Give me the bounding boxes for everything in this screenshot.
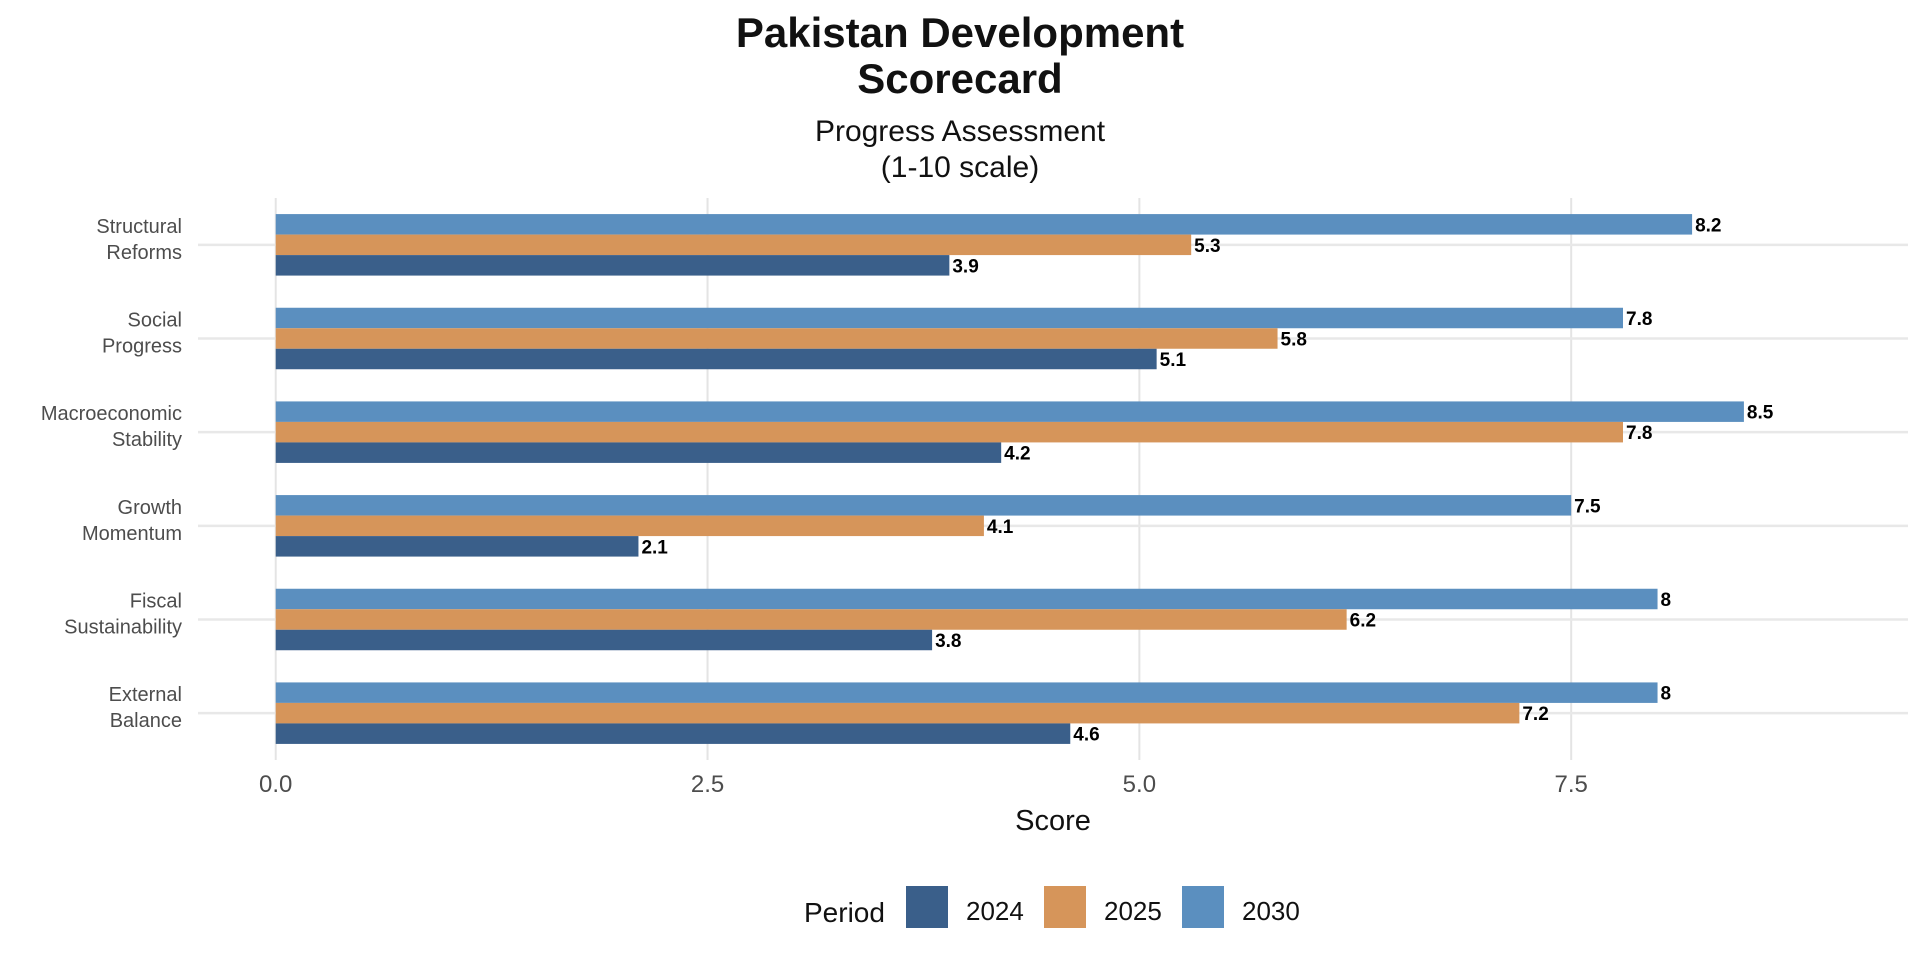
bar-2030-2 bbox=[275, 401, 1744, 422]
y-tick-label-4-0: Fiscal bbox=[130, 591, 182, 613]
y-tick-label-2-0: Macroeconomic bbox=[41, 403, 182, 425]
legend-key-2030 bbox=[1182, 886, 1224, 928]
grid-layer bbox=[198, 198, 1908, 760]
value-label-2025-1: 5.8 bbox=[1281, 330, 1307, 351]
value-label-2024-4: 3.8 bbox=[935, 631, 961, 652]
value-label-2024-0: 3.9 bbox=[952, 256, 978, 277]
bars-layer bbox=[275, 214, 1744, 744]
bar-2030-0 bbox=[275, 214, 1693, 235]
y-tick-label-2-1: Stability bbox=[112, 429, 182, 451]
x-axis-title: Score bbox=[1015, 805, 1091, 837]
legend-label-2030: 2030 bbox=[1242, 896, 1300, 926]
value-label-2030-3: 7.5 bbox=[1574, 496, 1601, 517]
value-label-2025-4: 6.2 bbox=[1350, 611, 1376, 632]
y-tick-label-4-1: Sustainability bbox=[64, 617, 182, 639]
x-tick-label-1: 2.5 bbox=[691, 771, 724, 798]
legend-label-2024: 2024 bbox=[966, 896, 1024, 926]
y-tick-label-0-0: Structural bbox=[96, 216, 182, 238]
legend-title: Period bbox=[804, 897, 885, 928]
y-tick-label-3-0: Growth bbox=[118, 497, 182, 519]
value-label-2024-5: 4.6 bbox=[1073, 725, 1099, 746]
y-tick-label-5-1: Balance bbox=[110, 710, 182, 732]
bar-2025-0 bbox=[275, 234, 1192, 256]
bar-2025-3 bbox=[275, 515, 984, 537]
chart-subtitle-line-1: Progress Assessment bbox=[814, 115, 1106, 148]
y-tick-label-1-0: Social bbox=[128, 310, 182, 332]
x-tick-label-2: 5.0 bbox=[1123, 771, 1156, 798]
bar-2030-1 bbox=[275, 307, 1623, 329]
legend: Period 2024 2025 2030 bbox=[804, 886, 1300, 928]
labels-layer: 8.2 5.3 3.9 7.8 5.8 5.1 8.5 7.8 4.2 7.5 4.1 2.1 8 6.2… bbox=[641, 215, 1773, 745]
bar-2024-1 bbox=[275, 348, 1157, 370]
bar-2024-3 bbox=[275, 536, 639, 557]
value-label-2030-0: 8.2 bbox=[1695, 215, 1721, 236]
bar-2025-2 bbox=[275, 421, 1623, 443]
legend-label-2025: 2025 bbox=[1104, 896, 1162, 926]
chart-subtitle-line-2: (1-10 scale) bbox=[880, 151, 1040, 184]
bar-2024-2 bbox=[275, 442, 1002, 463]
bar-2030-4 bbox=[275, 588, 1658, 610]
value-label-2030-2: 8.5 bbox=[1747, 403, 1774, 424]
value-label-2030-5: 8 bbox=[1661, 684, 1672, 705]
bar-2030-5 bbox=[275, 682, 1658, 703]
value-label-2030-1: 7.8 bbox=[1626, 309, 1652, 330]
axis-layer: Structural Reforms Social Progress Macroecon… bbox=[41, 216, 1588, 837]
bar-2024-5 bbox=[275, 723, 1071, 744]
x-tick-label-0: 0.0 bbox=[259, 771, 292, 798]
value-label-2024-1: 5.1 bbox=[1160, 350, 1187, 371]
legend-key-2025 bbox=[1044, 886, 1086, 928]
value-label-2030-4: 8 bbox=[1661, 590, 1672, 611]
bar-2030-3 bbox=[275, 495, 1572, 516]
y-tick-label-0-1: Reforms bbox=[106, 242, 182, 264]
y-tick-label-1-1: Progress bbox=[102, 336, 182, 358]
legend-key-2024 bbox=[906, 886, 948, 928]
value-label-2025-3: 4.1 bbox=[987, 517, 1014, 538]
y-tick-label-5-0: External bbox=[109, 684, 182, 706]
chart-title-line-2: Scorecard bbox=[857, 55, 1063, 102]
bar-2024-0 bbox=[275, 255, 950, 276]
value-label-2025-5: 7.2 bbox=[1522, 704, 1548, 725]
y-tick-label-3-1: Momentum bbox=[82, 523, 182, 545]
value-label-2025-2: 7.8 bbox=[1626, 423, 1652, 444]
value-label-2024-2: 4.2 bbox=[1004, 444, 1030, 465]
value-label-2024-3: 2.1 bbox=[641, 537, 668, 558]
bar-2025-1 bbox=[275, 328, 1278, 349]
chart-title-line-1: Pakistan Development bbox=[735, 9, 1185, 56]
x-tick-label-3: 7.5 bbox=[1554, 771, 1587, 798]
bar-2024-4 bbox=[275, 629, 933, 651]
bar-2025-5 bbox=[275, 702, 1520, 724]
value-label-2025-0: 5.3 bbox=[1194, 236, 1220, 257]
bar-2025-4 bbox=[275, 609, 1347, 630]
